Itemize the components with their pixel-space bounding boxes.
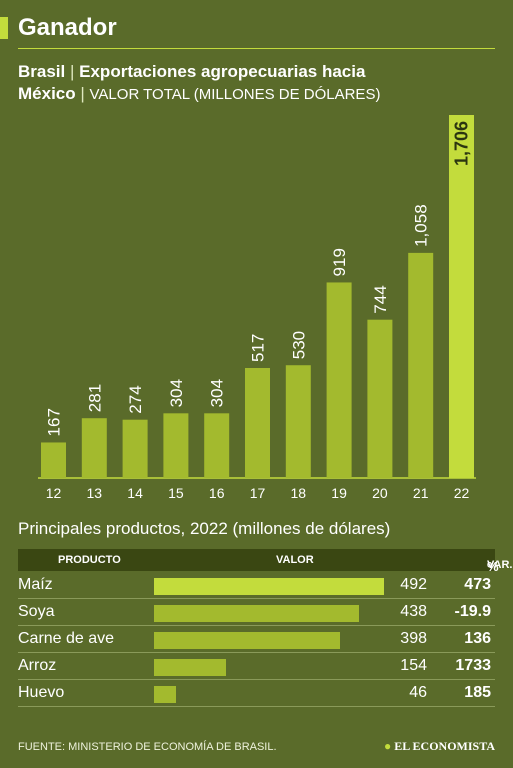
product-value: 492 bbox=[400, 576, 427, 593]
bar-13 bbox=[81, 418, 107, 478]
bar-21 bbox=[408, 252, 434, 478]
subtitle-country: Brasil bbox=[18, 62, 66, 81]
product-var: 136 bbox=[464, 630, 491, 647]
source-note: FUENTE: MINISTERIO DE ECONOMÍA DE BRASIL… bbox=[18, 741, 277, 753]
table-row: Carne de ave 398 136 bbox=[18, 627, 495, 653]
bar-20 bbox=[367, 319, 393, 478]
x-tick-label: 20 bbox=[372, 485, 388, 501]
x-tick-label: 18 bbox=[291, 485, 307, 501]
product-value: 154 bbox=[400, 657, 427, 674]
product-var: 473 bbox=[464, 576, 491, 593]
data-label: 281 bbox=[85, 384, 104, 412]
table-row: Soya 438 -19.9 bbox=[18, 600, 495, 626]
subtitle-unit: VALOR TOTAL (MILLONES DE DÓLARES) bbox=[89, 86, 381, 103]
header-product: PRODUCTO bbox=[58, 554, 121, 566]
subtitle-destination: México bbox=[18, 84, 76, 103]
data-label: 530 bbox=[289, 331, 308, 359]
table-row: Arroz 154 1733 bbox=[18, 654, 495, 680]
data-label: 304 bbox=[167, 379, 186, 407]
products-title: Principales productos, 2022 (millones de… bbox=[18, 519, 391, 538]
product-name: Carne de ave bbox=[18, 630, 115, 647]
product-value: 46 bbox=[409, 684, 427, 701]
accent-bar bbox=[0, 17, 8, 39]
x-tick-label: 13 bbox=[87, 485, 103, 501]
bar-chart: 167 12 281 13 274 14 304 15 304 16 517 17 530 18 919 19… bbox=[38, 115, 476, 501]
data-label: 517 bbox=[249, 334, 268, 362]
bar-12 bbox=[41, 442, 66, 478]
subtitle-line-1: Brasil | Exportaciones agropecuarias hac… bbox=[18, 62, 365, 82]
bar-22 bbox=[449, 115, 474, 478]
x-tick-label: 21 bbox=[413, 485, 429, 501]
data-label: 304 bbox=[208, 379, 227, 407]
data-label: 1,058 bbox=[412, 204, 431, 247]
x-tick-label: 22 bbox=[454, 485, 470, 501]
header-value: VALOR bbox=[276, 554, 314, 566]
product-var: 185 bbox=[464, 684, 491, 701]
product-bar bbox=[154, 632, 340, 649]
brand-logo: ● EL ECONOMISTA bbox=[384, 739, 495, 754]
product-bar bbox=[154, 578, 384, 595]
data-label: 1,706 bbox=[452, 121, 472, 166]
subtitle-separator: | bbox=[69, 62, 75, 81]
x-tick-label: 17 bbox=[250, 485, 266, 501]
product-bar bbox=[154, 686, 176, 703]
data-label: 919 bbox=[330, 248, 349, 276]
data-label: 744 bbox=[371, 285, 390, 313]
table-row: Maíz 492 473 bbox=[18, 573, 495, 599]
title-divider bbox=[18, 48, 495, 49]
product-name: Maíz bbox=[18, 576, 53, 593]
bar-14 bbox=[122, 419, 148, 478]
product-var: 1733 bbox=[455, 657, 491, 674]
product-bar bbox=[154, 659, 226, 676]
x-tick-label: 12 bbox=[46, 485, 62, 501]
x-tick-label: 19 bbox=[331, 485, 347, 501]
bar-17 bbox=[245, 367, 270, 478]
data-label: 274 bbox=[126, 385, 145, 413]
table-row: Huevo 46 185 bbox=[18, 681, 495, 707]
product-value: 398 bbox=[400, 630, 427, 647]
products-table-header: PRODUCTO VALOR VAR. % bbox=[18, 549, 512, 574]
x-tick-label: 15 bbox=[168, 485, 184, 501]
product-name: Huevo bbox=[18, 684, 65, 701]
bar-15 bbox=[163, 413, 189, 478]
x-tick-label: 14 bbox=[127, 485, 143, 501]
product-bar bbox=[154, 605, 359, 622]
brand-name: EL ECONOMISTA bbox=[394, 739, 495, 753]
subtitle-separator-2: | bbox=[80, 84, 85, 103]
page-title: Ganador bbox=[18, 14, 117, 41]
x-tick-label: 16 bbox=[209, 485, 225, 501]
header-var-pct: % bbox=[487, 559, 499, 574]
header-var-label: VAR. bbox=[487, 559, 513, 571]
product-var: -19.9 bbox=[454, 603, 491, 620]
product-name: Soya bbox=[18, 603, 55, 620]
product-name: Arroz bbox=[18, 657, 57, 674]
brand-mark-icon: ● bbox=[383, 739, 392, 753]
bar-16 bbox=[204, 413, 230, 478]
bar-18 bbox=[285, 365, 311, 478]
product-value: 438 bbox=[400, 603, 427, 620]
bar-19 bbox=[326, 282, 352, 478]
subtitle-line-2: México | VALOR TOTAL (MILLONES DE DÓLARE… bbox=[18, 84, 380, 104]
data-label: 167 bbox=[45, 408, 64, 436]
subtitle-topic: Exportaciones agropecuarias hacia bbox=[79, 62, 366, 81]
